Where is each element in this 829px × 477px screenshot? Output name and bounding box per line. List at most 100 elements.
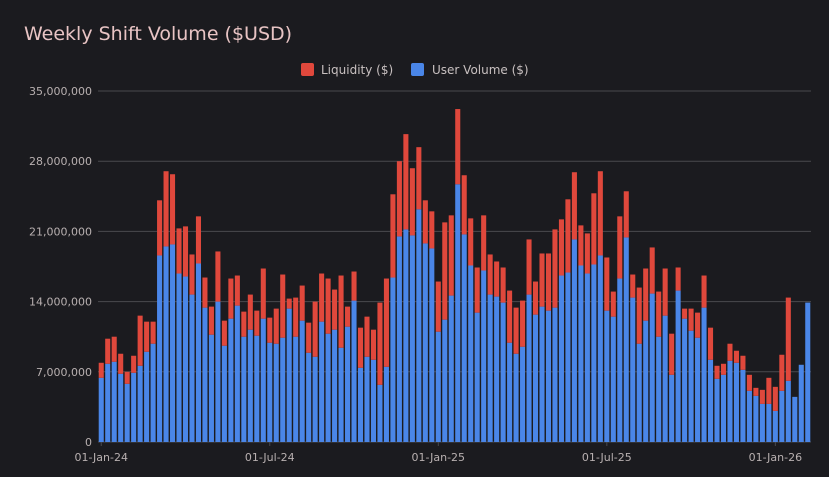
bar-liquidity [532,281,539,315]
bar-user-volume [714,378,720,442]
bar-user-volume [513,353,519,442]
bar-user-volume [98,377,104,442]
x-tick-label: 01-Jan-26 [749,451,803,464]
bar-user-volume [409,235,415,442]
bar-liquidity [416,147,422,210]
bar-liquidity [306,322,312,353]
bar-liquidity [111,336,117,362]
bar-user-volume [753,395,759,442]
legend-swatch-liquidity [301,63,314,76]
bar-user-volume [584,273,590,442]
bar-liquidity [604,257,610,311]
bar-liquidity [98,362,104,378]
bar-user-volume [610,316,616,442]
bar-user-volume [221,345,227,442]
bar-user-volume [578,265,584,442]
bar-user-volume [357,367,364,442]
bar-liquidity [708,327,714,360]
bar-liquidity [733,350,739,363]
bar-liquidity [357,327,364,368]
bar-liquidity [247,294,253,330]
bar-user-volume [377,384,383,442]
bar-liquidity [682,308,688,319]
bar-liquidity [221,320,227,346]
bar-liquidity [753,387,759,396]
y-tick-label: 7,000,000 [36,366,92,379]
bar-liquidity [552,229,558,308]
y-tick-label: 21,000,000 [29,225,92,238]
bar-user-volume [286,308,292,442]
bar-user-volume [708,359,714,442]
bar-user-volume [215,301,221,442]
bar-liquidity [332,289,338,330]
bar-user-volume [643,320,649,442]
bar-user-volume [435,331,441,442]
bar-user-volume [798,364,804,442]
bar-user-volume [701,307,707,442]
bar-user-volume [228,318,234,442]
bar-user-volume [403,229,409,442]
y-tick-label: 0 [85,436,92,449]
bar-liquidity [610,291,616,317]
bar-user-volume [150,343,156,442]
x-tick-label: 01-Jan-24 [74,451,128,464]
bar-user-volume [383,366,389,442]
bar-user-volume [759,403,765,442]
bar-user-volume [727,360,733,442]
bar-user-volume [422,243,428,442]
bar-user-volume [565,272,571,442]
bar-user-volume [131,372,137,442]
bar-liquidity [234,275,240,306]
legend-label-user-volume: User Volume ($) [432,63,529,77]
bar-user-volume [325,333,331,442]
bar-liquidity [228,278,234,319]
bar-user-volume [202,307,208,442]
bar-user-volume [299,320,305,442]
x-tick-label: 01-Jan-25 [412,451,466,464]
bar-user-volume [779,390,785,442]
bar-user-volume [273,343,279,442]
bar-user-volume [740,369,746,442]
bar-user-volume [623,237,629,442]
bar-liquidity [163,171,169,247]
bar-liquidity [422,200,428,244]
bar-liquidity [636,287,642,344]
bar-user-volume [526,294,532,442]
bar-user-volume [319,321,325,442]
bar-liquidity [325,278,331,334]
bar-liquidity [131,355,137,373]
bar-liquidity [474,267,480,313]
bar-user-volume [520,346,526,442]
bar-user-volume [468,265,474,442]
bar-user-volume [345,326,351,442]
bar-liquidity [195,216,201,264]
bar-liquidity [727,343,733,361]
bar-user-volume [571,239,577,442]
bar-liquidity [403,134,409,230]
bar-liquidity [746,374,752,391]
bar-liquidity [630,274,636,298]
bar-user-volume [118,373,124,442]
bar-user-volume [124,383,130,442]
x-tick-label: 01-Jul-25 [582,451,632,464]
bar-user-volume [448,295,454,442]
bar-liquidity [396,161,402,237]
bar-liquidity [662,268,668,316]
bar-liquidity [319,273,325,322]
bar-user-volume [364,356,370,442]
bar-user-volume [474,312,480,442]
bar-liquidity [617,216,623,279]
bar-liquidity [545,253,552,311]
bar-liquidity [461,175,467,235]
bar-user-volume [636,343,642,442]
bar-liquidity [377,302,383,385]
bar-user-volume [170,244,176,442]
bar-user-volume [144,351,150,442]
bar-liquidity [584,233,590,274]
bar-liquidity [766,377,772,404]
bar-user-volume [500,302,506,442]
y-tick-label: 14,000,000 [29,296,92,309]
bar-liquidity [740,355,746,370]
bar-user-volume [234,305,240,442]
bar-user-volume [558,275,564,442]
